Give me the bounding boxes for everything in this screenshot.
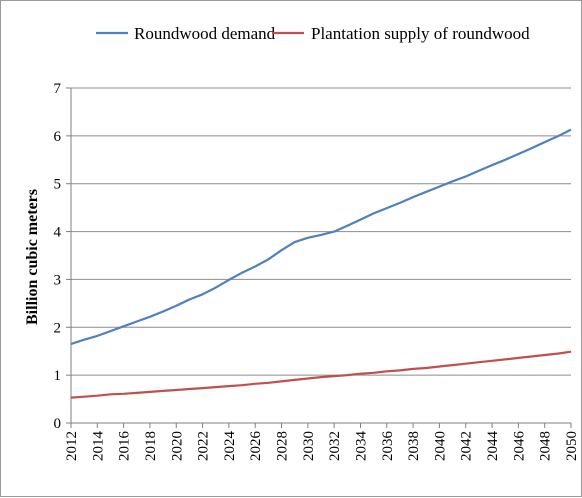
x-tick-label-2038: 2038 xyxy=(406,431,422,461)
x-tick-label-2014: 2014 xyxy=(90,431,106,462)
x-tick-label-2024: 2024 xyxy=(222,431,238,462)
series-lines xyxy=(70,128,572,399)
x-tick-label-2016: 2016 xyxy=(117,431,133,462)
x-tick-label-2044: 2044 xyxy=(485,431,501,462)
x-tick-label-2012: 2012 xyxy=(64,431,80,461)
y-tick-label-3: 3 xyxy=(54,272,62,288)
gridlines xyxy=(71,87,571,376)
x-tick-label-2032: 2032 xyxy=(327,431,343,461)
series-line-1 xyxy=(70,128,572,346)
y-tick-label-7: 7 xyxy=(54,81,62,97)
x-tick-label-2048: 2048 xyxy=(538,431,554,461)
legend-label-2: Plantation supply of roundwood xyxy=(311,24,530,43)
x-tick-label-2036: 2036 xyxy=(380,431,396,462)
y-axis-title: Billion cubic meters xyxy=(24,189,41,325)
legend: Roundwood demand Plantation supply of rou… xyxy=(96,24,530,43)
series-line-2 xyxy=(70,350,572,399)
legend-label-1: Roundwood demand xyxy=(134,24,276,43)
y-tick-label-2: 2 xyxy=(54,320,62,336)
x-tick-label-2022: 2022 xyxy=(196,431,212,461)
axes xyxy=(70,88,571,424)
x-tick-label-2046: 2046 xyxy=(511,431,527,462)
x-tick-label-2018: 2018 xyxy=(143,431,159,461)
y-tick-label-4: 4 xyxy=(54,225,62,241)
x-tick-label-2026: 2026 xyxy=(248,431,264,462)
x-axis-ticks: 2012 2014 2016 2018 2020 2022 2024 2026 2028 2030… xyxy=(64,423,580,461)
x-tick-label-2028: 2028 xyxy=(275,431,291,461)
x-tick-label-2042: 2042 xyxy=(459,431,475,461)
y-tick-label-1: 1 xyxy=(54,368,62,384)
y-tick-label-6: 6 xyxy=(54,129,62,145)
y-tick-label-5: 5 xyxy=(54,177,62,193)
x-tick-label-2020: 2020 xyxy=(169,431,185,461)
y-axis-ticks: 0 1 2 3 4 5 6 7 xyxy=(54,81,71,432)
y-tick-label-0: 0 xyxy=(54,416,62,432)
x-tick-label-2050: 2050 xyxy=(564,431,580,461)
x-tick-label-2040: 2040 xyxy=(432,431,448,461)
x-tick-label-2034: 2034 xyxy=(353,431,369,462)
x-tick-label-2030: 2030 xyxy=(301,431,317,461)
